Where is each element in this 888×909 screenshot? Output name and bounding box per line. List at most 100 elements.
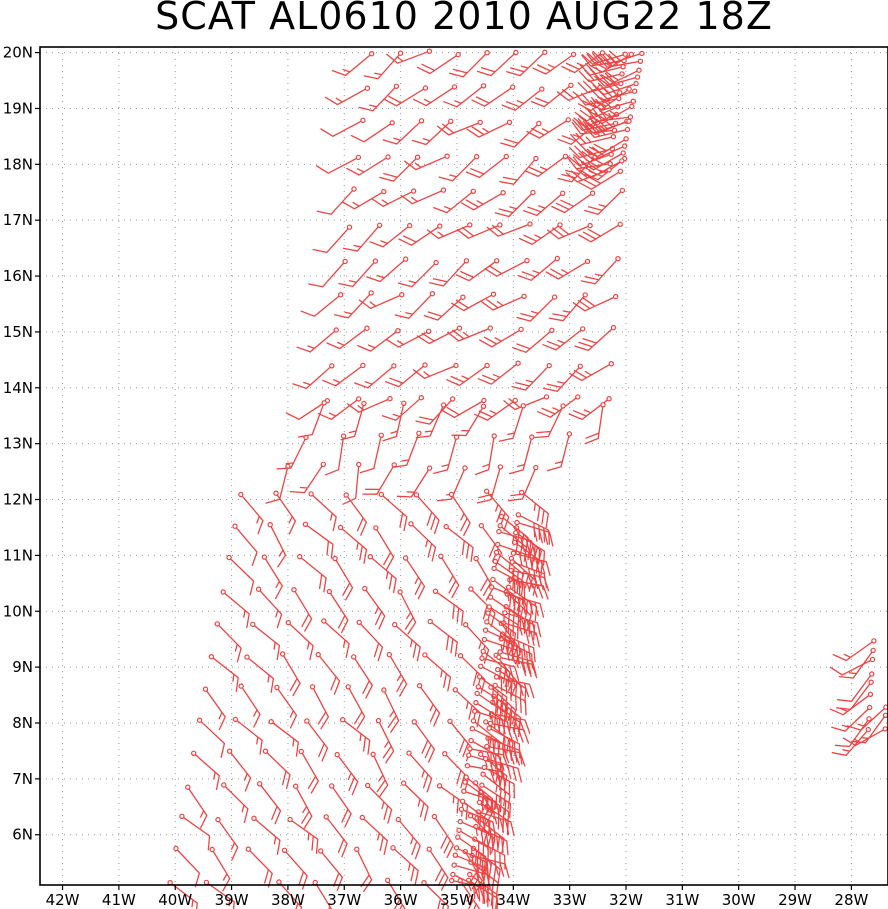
wind-barb xyxy=(396,465,433,498)
wind-barb xyxy=(370,751,389,798)
wind-barb xyxy=(334,751,359,796)
wind-barb xyxy=(322,362,366,387)
wind-barb xyxy=(493,549,524,589)
wind-barb xyxy=(481,293,527,311)
wind-barb xyxy=(208,654,239,693)
wind-barb xyxy=(506,49,548,77)
wind-barb xyxy=(293,783,313,829)
wind-barb xyxy=(415,396,456,425)
lon-tick-label: 40W xyxy=(158,891,192,909)
wind-barb xyxy=(594,72,641,87)
wind-barb xyxy=(453,845,489,878)
wind-barb xyxy=(289,461,326,494)
wind-barb xyxy=(297,553,327,593)
wind-barb xyxy=(392,621,421,662)
wind-barb xyxy=(492,682,527,716)
wind-barb xyxy=(478,522,503,567)
wind-barb xyxy=(450,871,486,904)
wind-barb xyxy=(501,86,545,111)
wind-barb xyxy=(324,433,347,476)
wind-barb xyxy=(569,361,615,382)
wind-barb xyxy=(346,395,393,413)
wind-barb xyxy=(585,118,632,133)
wind-barb xyxy=(381,687,400,733)
lon-tick-label: 36W xyxy=(384,891,418,909)
wind-barb xyxy=(296,327,339,353)
lon-tick-label: 28W xyxy=(834,891,868,909)
wind-barb xyxy=(316,186,357,215)
wind-barb xyxy=(470,718,501,757)
wind-barb xyxy=(426,222,473,240)
wind-barb xyxy=(402,555,426,600)
wind-barb xyxy=(457,653,486,694)
map-frame xyxy=(39,46,888,886)
wind-barb xyxy=(185,784,208,829)
wind-barb xyxy=(436,119,483,136)
wind-barb xyxy=(338,258,379,288)
wind-barb xyxy=(397,589,417,635)
lat-tick-label: 18N xyxy=(3,155,33,173)
wind-barb xyxy=(381,395,424,421)
wind-barb xyxy=(202,686,226,731)
wind-barb xyxy=(542,363,584,392)
wind-barb xyxy=(589,97,637,112)
wind-barb xyxy=(584,136,629,158)
wind-barb xyxy=(411,719,435,763)
wind-barb xyxy=(196,717,226,758)
wind-barb xyxy=(429,258,470,287)
wind-barb xyxy=(323,814,348,858)
wind-barb xyxy=(459,798,491,837)
wind-barb xyxy=(545,258,591,280)
latitude-axis: 6N 7N 8N 9N 10N 11N 12N 13N 14N 15N 16N 17N 18N 19N 20… xyxy=(3,44,40,844)
wind-barb xyxy=(375,717,395,764)
wind-barb xyxy=(580,256,621,285)
wind-barb xyxy=(448,50,490,78)
wind-barb xyxy=(340,717,371,755)
wind-barb xyxy=(473,555,494,601)
wind-barb xyxy=(400,187,447,205)
wind-barb xyxy=(584,124,631,139)
wind-barb xyxy=(548,292,588,322)
wind-barb xyxy=(406,750,433,793)
wind-barb xyxy=(490,576,521,615)
wind-barb xyxy=(486,604,519,640)
wind-barb xyxy=(404,153,450,171)
wind-barb xyxy=(486,221,533,237)
wind-barb xyxy=(483,488,510,531)
wind-barb xyxy=(526,117,571,139)
wind-barb xyxy=(274,684,298,729)
lat-tick-label: 13N xyxy=(3,435,33,453)
wind-barb xyxy=(503,604,536,641)
wind-barb xyxy=(340,400,367,441)
wind-barb xyxy=(572,293,619,312)
wind-barb xyxy=(232,716,263,755)
wind-barb xyxy=(394,291,436,319)
wind-barb xyxy=(519,489,549,529)
wind-barb xyxy=(512,327,555,353)
lat-tick-label: 10N xyxy=(3,602,33,620)
lon-tick-label: 34W xyxy=(496,891,530,909)
wind-barb xyxy=(494,189,536,218)
lon-tick-label: 31W xyxy=(665,891,699,909)
wind-barb xyxy=(524,153,569,178)
wind-barb xyxy=(533,403,566,439)
wind-barb xyxy=(359,432,384,474)
wind-barb xyxy=(508,464,539,502)
wind-barb xyxy=(465,153,509,179)
wind-barb xyxy=(342,461,362,505)
lat-tick-label: 12N xyxy=(3,491,33,509)
wind-barb xyxy=(447,718,473,762)
wind-barb xyxy=(398,223,443,246)
wind-barb xyxy=(302,521,334,559)
wind-barb xyxy=(574,324,617,352)
wind-barb xyxy=(413,492,440,535)
wind-barb xyxy=(515,512,551,545)
wind-barb xyxy=(468,737,502,773)
wind-barb xyxy=(386,48,433,64)
wind-barb xyxy=(570,132,617,146)
wind-barb xyxy=(291,587,313,632)
wind-barb xyxy=(226,554,255,596)
wind-barb xyxy=(251,815,281,855)
wind-barb xyxy=(471,84,516,107)
wind-barb xyxy=(578,221,623,243)
